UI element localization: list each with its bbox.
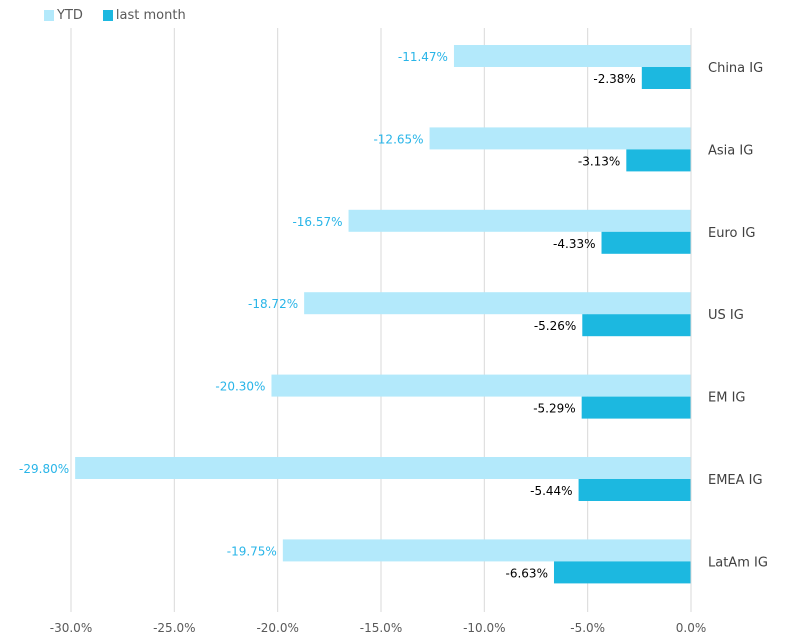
bar-ytd	[453, 45, 691, 67]
data-label: -2.38%	[593, 72, 635, 86]
data-label: -11.47%	[398, 50, 448, 64]
category-label: LatAm IG	[708, 555, 768, 570]
x-tick-label: -20.0%	[256, 621, 298, 635]
bar-ytd	[348, 209, 691, 232]
data-label: -4.33%	[553, 237, 595, 251]
x-tick-label: 0.0%	[676, 621, 707, 635]
data-label: -18.72%	[248, 297, 298, 311]
data-label: -16.57%	[292, 215, 342, 229]
data-label: -20.30%	[215, 380, 265, 394]
legend-label-ytd: YTD	[57, 8, 83, 23]
category-label: Euro IG	[708, 226, 756, 241]
bar-last-month	[626, 149, 691, 172]
x-tick-label: -30.0%	[50, 621, 92, 635]
data-label: -6.63%	[506, 566, 548, 580]
bar-ytd	[271, 374, 691, 397]
legend-swatch-ytd	[44, 10, 54, 21]
legend-label-last-month: last month	[115, 8, 186, 23]
bar-ytd	[429, 127, 691, 150]
category-label: EMEA IG	[708, 473, 763, 488]
data-label: -5.44%	[530, 484, 572, 498]
data-label: -5.26%	[534, 319, 576, 333]
bar-last-month	[601, 231, 691, 254]
bar-last-month	[553, 561, 691, 584]
bar-last-month	[641, 67, 691, 89]
legend-item-ytd: YTD	[44, 8, 83, 23]
data-label: -12.65%	[373, 132, 423, 146]
legend-item-last-month: last month	[102, 8, 186, 23]
x-tick-label: -10.0%	[463, 621, 505, 635]
bar-ytd	[304, 292, 691, 315]
data-label: -3.13%	[578, 154, 620, 168]
category-label: China IG	[708, 61, 763, 76]
bar-ytd	[282, 539, 691, 562]
bar-last-month	[582, 314, 691, 337]
bar-last-month	[578, 479, 691, 501]
x-tick-label: -15.0%	[360, 621, 402, 635]
data-label: -29.80%	[19, 462, 69, 476]
category-label: EM IG	[708, 391, 745, 406]
legend-swatch-last-month	[102, 10, 113, 21]
x-tick-label: -25.0%	[153, 621, 195, 635]
bar-last-month	[581, 396, 691, 419]
x-tick-label: -5.0%	[570, 621, 605, 635]
bar-ytd	[75, 457, 692, 479]
legend: YTD last month	[44, 8, 186, 23]
category-label: Asia IG	[708, 143, 753, 158]
category-label: US IG	[708, 308, 744, 323]
data-label: -5.29%	[533, 402, 575, 416]
data-label: -19.75%	[227, 544, 277, 558]
